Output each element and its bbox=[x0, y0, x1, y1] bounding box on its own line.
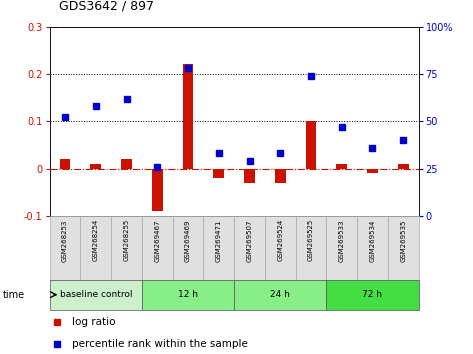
Text: GSM268253: GSM268253 bbox=[62, 219, 68, 262]
Bar bbox=[142, 216, 173, 280]
Text: GSM269467: GSM269467 bbox=[154, 219, 160, 262]
Bar bbox=[111, 216, 142, 280]
Text: log ratio: log ratio bbox=[72, 317, 115, 327]
Text: percentile rank within the sample: percentile rank within the sample bbox=[72, 339, 248, 349]
Bar bbox=[244, 169, 255, 183]
Bar bbox=[388, 216, 419, 280]
Bar bbox=[357, 216, 388, 280]
Bar bbox=[90, 164, 101, 169]
Text: GSM268255: GSM268255 bbox=[123, 219, 130, 261]
Bar bbox=[234, 216, 265, 280]
Bar bbox=[213, 169, 224, 178]
Bar bbox=[152, 169, 163, 211]
Bar bbox=[326, 216, 357, 280]
Text: GSM269525: GSM269525 bbox=[308, 219, 314, 261]
Text: GSM269524: GSM269524 bbox=[277, 219, 283, 261]
Bar bbox=[173, 216, 203, 280]
Text: GSM269534: GSM269534 bbox=[369, 219, 376, 262]
Bar bbox=[60, 159, 70, 169]
Text: GDS3642 / 897: GDS3642 / 897 bbox=[59, 0, 154, 12]
Bar bbox=[183, 64, 193, 169]
Text: GSM269507: GSM269507 bbox=[246, 219, 253, 262]
Bar bbox=[142, 280, 234, 310]
Text: GSM269469: GSM269469 bbox=[185, 219, 191, 262]
Bar bbox=[367, 169, 378, 173]
Text: GSM269535: GSM269535 bbox=[400, 219, 406, 262]
Text: time: time bbox=[2, 290, 25, 300]
Bar bbox=[80, 216, 111, 280]
Text: GSM269471: GSM269471 bbox=[216, 219, 222, 262]
Text: 12 h: 12 h bbox=[178, 290, 198, 299]
Bar bbox=[265, 216, 296, 280]
Bar bbox=[50, 216, 80, 280]
Bar bbox=[50, 280, 142, 310]
Bar bbox=[398, 164, 409, 169]
Text: baseline control: baseline control bbox=[60, 290, 132, 299]
Bar bbox=[203, 216, 234, 280]
Bar bbox=[121, 159, 132, 169]
Bar bbox=[234, 280, 326, 310]
Bar bbox=[306, 121, 316, 169]
Bar bbox=[296, 216, 326, 280]
Text: GSM268254: GSM268254 bbox=[93, 219, 99, 261]
Text: GSM269533: GSM269533 bbox=[339, 219, 345, 262]
Bar bbox=[275, 169, 286, 183]
Text: 24 h: 24 h bbox=[270, 290, 290, 299]
Bar bbox=[326, 280, 419, 310]
Text: 72 h: 72 h bbox=[362, 290, 383, 299]
Bar bbox=[336, 164, 347, 169]
